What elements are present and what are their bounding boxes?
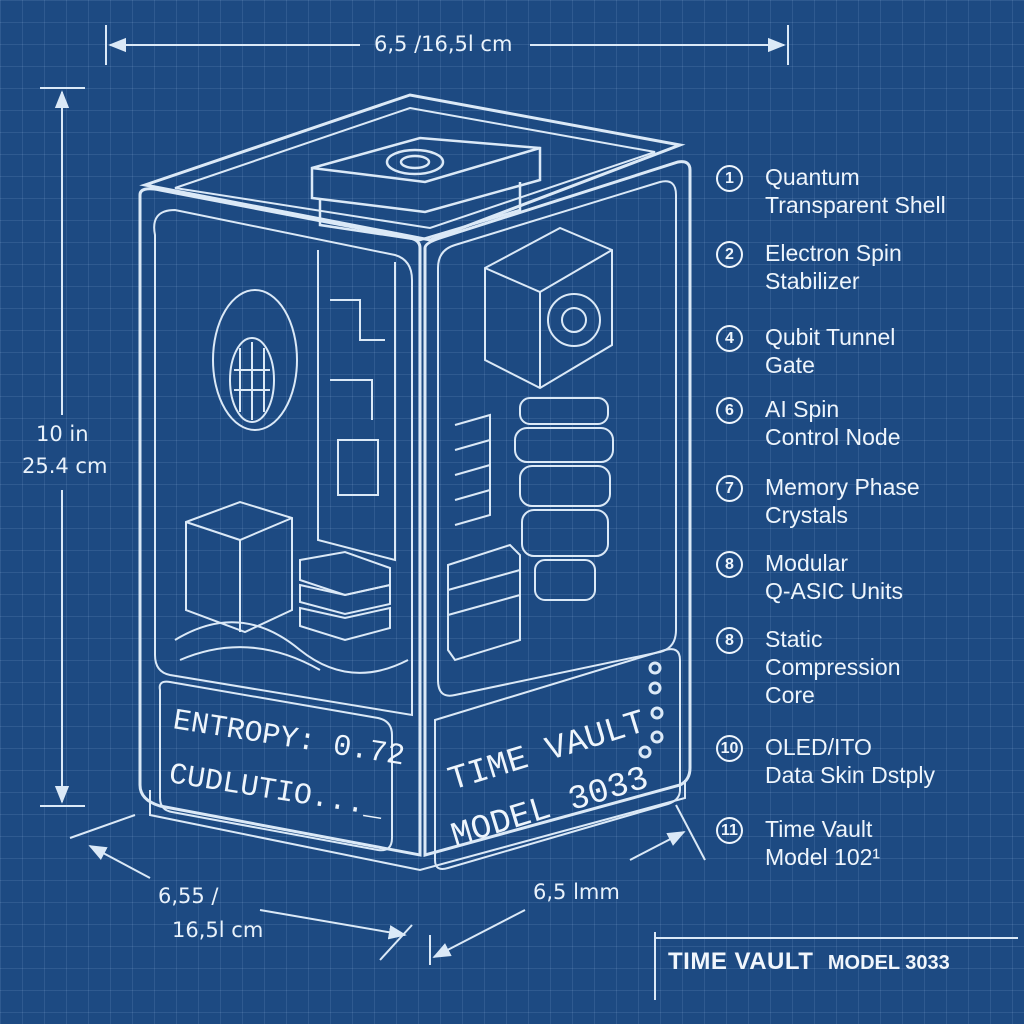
top-cap-module: [310, 136, 542, 242]
legend-number: 8: [716, 627, 743, 654]
legend-label: Modular Q-ASIC Units: [765, 550, 904, 604]
legend-item: 10 OLED/ITO Data Skin Dstply: [716, 733, 935, 789]
legend-number: 10: [716, 735, 743, 762]
title-block-model: MODEL 3033: [827, 952, 950, 974]
dimension-front-width: 6,5 lmm: [533, 880, 620, 904]
legend-label: Static Compression Core: [765, 626, 901, 708]
legend-item: 7 Memory Phase Crystals: [716, 473, 920, 529]
legend-number: 6: [716, 397, 743, 424]
dimension-depth-line1: 6,55 /: [158, 884, 219, 908]
legend-label: AI Spin Control Node: [765, 396, 901, 450]
legend-label: Quantum Transparent Shell: [765, 164, 946, 218]
spin-stabilizer-column: [447, 226, 614, 662]
title-block-name: TIME VAULT: [668, 948, 814, 975]
legend-label: Qubit Tunnel Gate: [765, 324, 896, 378]
legend-label: Electron Spin Stabilizer: [765, 240, 902, 294]
legend-item: 8 Static Compression Core: [716, 625, 901, 709]
legend-number: 2: [716, 241, 743, 268]
legend-label: OLED/ITO Data Skin Dstply: [765, 734, 936, 788]
title-block: TIME VAULT MODEL 3033: [668, 948, 950, 976]
legend-item: 6 AI Spin Control Node: [716, 395, 901, 451]
status-readout: CUDLUTIO..._: [166, 758, 386, 826]
legend-item: 11 Time Vault Model 102¹: [716, 815, 880, 871]
legend-number: 7: [716, 475, 743, 502]
internal-components: [174, 250, 409, 674]
dimension-lines: [40, 25, 789, 965]
legend-item: 2 Electron Spin Stabilizer: [716, 239, 902, 295]
legend-number: 1: [716, 165, 743, 192]
legend-number: 8: [716, 551, 743, 578]
dimension-depth-line2: 16,5l cm: [172, 918, 264, 942]
dimension-height-in: 10 in: [36, 422, 89, 446]
dimension-height-cm: 25.4 cm: [22, 454, 108, 478]
legend-label: Time Vault Model 102¹: [765, 816, 881, 870]
legend-item: 4 Qubit Tunnel Gate: [716, 323, 895, 379]
legend-item: 1 Quantum Transparent Shell: [716, 163, 946, 219]
legend-label: Memory Phase Crystals: [765, 474, 920, 528]
legend-item: 8 Modular Q-ASIC Units: [716, 549, 903, 605]
footer-divider: [654, 932, 1018, 1000]
legend-number: 4: [716, 325, 743, 352]
device-outline: [138, 93, 692, 872]
dimension-top-width: 6,5 /16,5l cm: [374, 32, 513, 56]
legend-number: 11: [716, 817, 743, 844]
